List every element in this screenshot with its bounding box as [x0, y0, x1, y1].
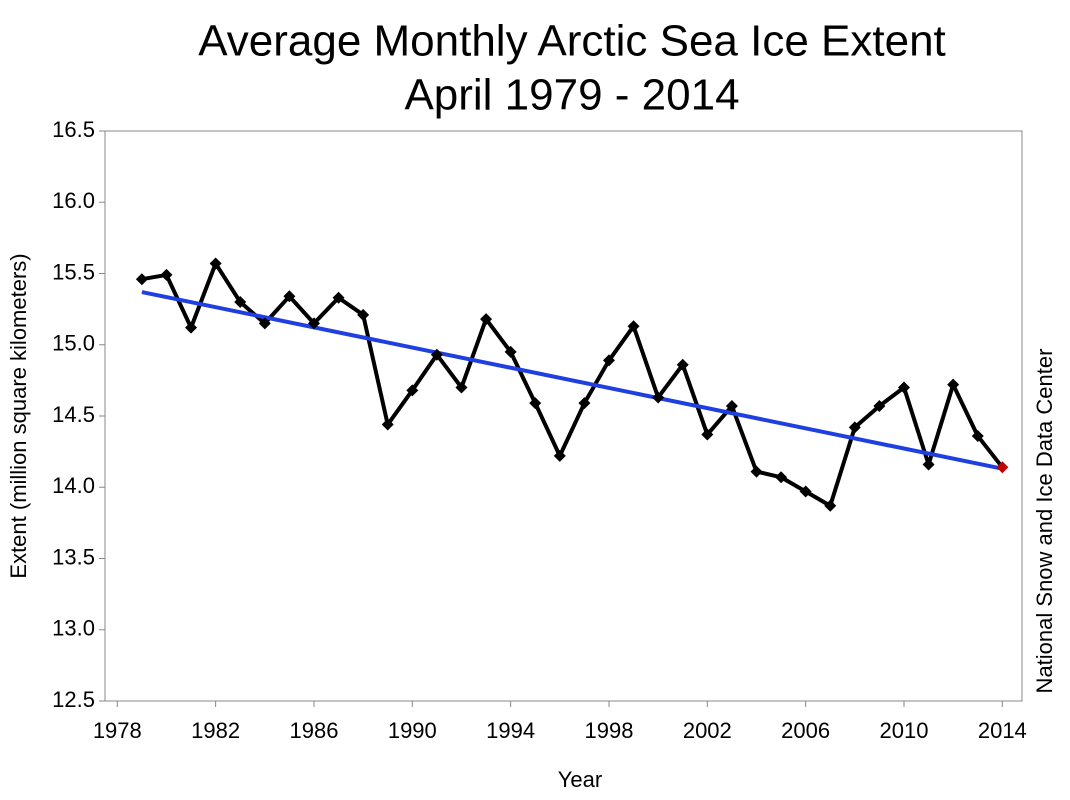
data-point: [799, 485, 812, 498]
data-point: [258, 317, 271, 330]
x-tick-label: 1994: [486, 718, 535, 743]
data-point: [553, 449, 566, 462]
y-tick-label: 16.0: [52, 188, 95, 213]
data-point: [873, 400, 886, 413]
data-point: [725, 400, 738, 413]
data-point: [627, 320, 640, 333]
data-point: [602, 354, 615, 367]
data-point: [504, 345, 517, 358]
data-point: [381, 418, 394, 431]
chart-title: Average Monthly Arctic Sea Ice Extent: [198, 17, 946, 66]
x-tick-label: 1982: [191, 718, 240, 743]
y-tick-label: 13.0: [52, 616, 95, 641]
data-point: [480, 313, 493, 326]
x-tick-label: 1990: [388, 718, 437, 743]
data-point: [209, 257, 222, 270]
data-point: [332, 291, 345, 304]
plot-frame: [104, 130, 1023, 702]
y-axis-label: Extent (million square kilometers): [6, 253, 31, 578]
data-point: [185, 321, 198, 334]
data-line: [141, 261, 1004, 508]
data-point: [234, 296, 247, 308]
y-tick-label: 13.5: [52, 544, 95, 569]
data-point: [922, 458, 935, 471]
data-point: [529, 397, 542, 410]
y-tick-label: 14.0: [52, 473, 95, 498]
data-point: [775, 471, 788, 484]
x-tick-label: 1986: [289, 718, 338, 743]
y-tick-label: 16.5: [52, 117, 95, 142]
data-point: [307, 317, 320, 330]
data-point: [676, 358, 689, 371]
data-point: [848, 421, 861, 434]
trend-line: [141, 290, 1003, 471]
x-tick-label: 2010: [880, 718, 929, 743]
data-point: [750, 465, 763, 478]
x-tick-label: 2014: [978, 718, 1027, 743]
data-point: [160, 268, 173, 281]
data-point: [135, 273, 148, 286]
source-note: National Snow and Ice Data Center: [1032, 349, 1057, 694]
data-point: [652, 391, 665, 404]
data-point: [406, 384, 419, 397]
data-point: [897, 381, 910, 394]
y-tick-label: 14.5: [52, 402, 95, 427]
data-point: [578, 397, 591, 410]
data-point: [357, 308, 370, 321]
data-point: [947, 378, 960, 391]
y-tick-label: 15.0: [52, 331, 95, 356]
y-tick-label: 12.5: [52, 687, 95, 712]
x-tick-label: 1998: [585, 718, 634, 743]
x-tick-label: 1978: [93, 718, 142, 743]
y-tick-label: 15.5: [52, 259, 95, 284]
x-axis-label: Year: [558, 767, 602, 792]
data-point: [996, 461, 1009, 474]
x-tick-label: 2002: [683, 718, 732, 743]
data-point: [283, 290, 296, 303]
data-point: [701, 428, 714, 441]
x-tick-label: 2006: [781, 718, 830, 743]
chart-subtitle: April 1979 - 2014: [404, 71, 739, 120]
data-point: [455, 381, 468, 394]
data-point: [824, 499, 837, 512]
data-point: [430, 348, 443, 361]
data-point: [971, 429, 984, 442]
